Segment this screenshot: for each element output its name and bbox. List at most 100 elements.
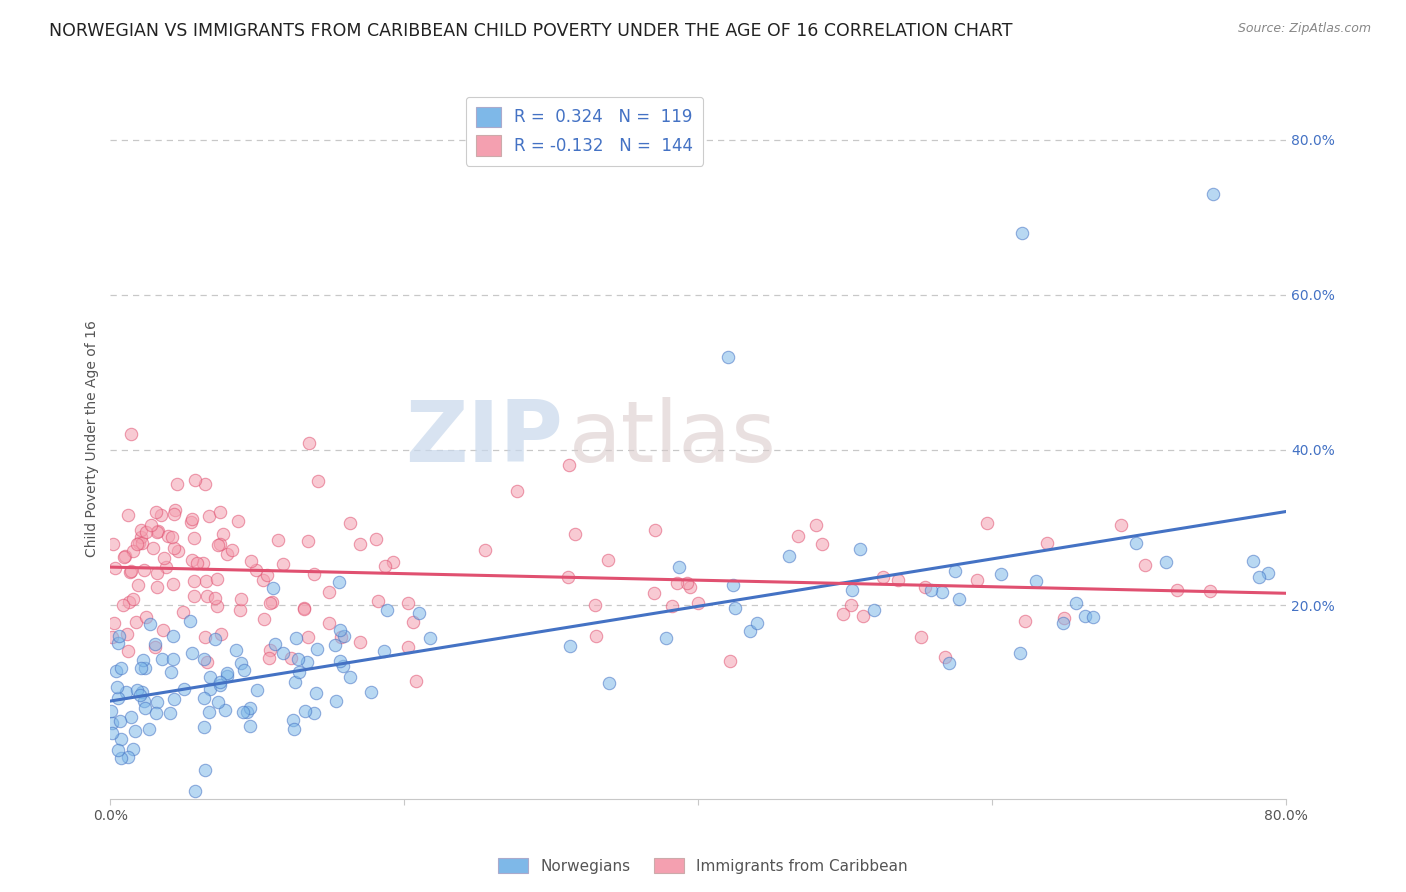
Point	[180, 646, 202, 660]
Point	[146, 695, 169, 709]
Point	[110, 714, 132, 728]
Point	[717, 350, 740, 364]
Point	[152, 623, 174, 637]
Point	[121, 591, 143, 606]
Point	[852, 609, 875, 624]
Point	[131, 684, 153, 698]
Point	[229, 602, 252, 616]
Point	[115, 627, 138, 641]
Point	[129, 523, 152, 537]
Point	[198, 682, 221, 697]
Point	[1109, 518, 1132, 533]
Text: Source: ZipAtlas.com: Source: ZipAtlas.com	[1237, 22, 1371, 36]
Point	[787, 529, 810, 543]
Point	[110, 751, 132, 765]
Point	[402, 615, 425, 630]
Point	[181, 553, 204, 567]
Point	[142, 541, 165, 556]
Point	[114, 684, 136, 698]
Point	[718, 654, 741, 668]
Point	[976, 516, 998, 530]
Point	[163, 507, 186, 521]
Point	[332, 629, 354, 643]
Point	[194, 630, 217, 644]
Legend: Norwegians, Immigrants from Caribbean: Norwegians, Immigrants from Caribbean	[492, 852, 914, 880]
Point	[283, 722, 305, 736]
Point	[931, 584, 953, 599]
Point	[318, 584, 340, 599]
Point	[208, 677, 231, 691]
Point	[360, 685, 382, 699]
Point	[259, 596, 281, 610]
Point	[215, 665, 238, 680]
Point	[558, 639, 581, 653]
Point	[129, 688, 152, 702]
Point	[139, 616, 162, 631]
Point	[262, 595, 284, 609]
Point	[134, 661, 156, 675]
Point	[100, 631, 122, 645]
Point	[172, 605, 194, 619]
Point	[349, 537, 371, 551]
Point	[686, 596, 709, 610]
Point	[129, 661, 152, 675]
Point	[257, 650, 280, 665]
Point	[266, 533, 288, 548]
Point	[934, 650, 956, 665]
Point	[162, 530, 184, 544]
Point	[148, 524, 170, 539]
Point	[143, 640, 166, 654]
Point	[1066, 596, 1088, 610]
Point	[990, 566, 1012, 581]
Point	[207, 538, 229, 552]
Point	[396, 596, 419, 610]
Point	[294, 602, 316, 616]
Point	[195, 655, 218, 669]
Point	[215, 547, 238, 561]
Point	[339, 516, 361, 530]
Point	[194, 476, 217, 491]
Point	[644, 523, 666, 537]
Point	[166, 477, 188, 491]
Point	[285, 631, 308, 645]
Point	[156, 529, 179, 543]
Point	[966, 574, 988, 588]
Point	[806, 518, 828, 533]
Point	[204, 632, 226, 646]
Point	[150, 652, 173, 666]
Point	[162, 652, 184, 666]
Point	[108, 629, 131, 643]
Point	[339, 670, 361, 684]
Point	[564, 526, 586, 541]
Point	[1241, 554, 1264, 568]
Point	[1125, 535, 1147, 549]
Point	[105, 680, 128, 694]
Y-axis label: Child Poverty Under the Age of 16: Child Poverty Under the Age of 16	[86, 320, 100, 557]
Point	[204, 591, 226, 605]
Point	[100, 704, 122, 718]
Point	[120, 427, 142, 442]
Point	[661, 599, 683, 614]
Point	[305, 686, 328, 700]
Point	[143, 637, 166, 651]
Point	[583, 598, 606, 612]
Point	[114, 549, 136, 563]
Point	[1247, 570, 1270, 584]
Point	[100, 716, 122, 731]
Point	[221, 543, 243, 558]
Point	[107, 743, 129, 757]
Point	[209, 627, 232, 641]
Point	[209, 675, 232, 690]
Point	[105, 664, 128, 678]
Point	[295, 655, 318, 669]
Point	[231, 592, 253, 607]
Point	[375, 603, 398, 617]
Point	[302, 567, 325, 582]
Point	[226, 514, 249, 528]
Point	[408, 606, 430, 620]
Point	[207, 695, 229, 709]
Point	[205, 599, 228, 614]
Point	[131, 530, 153, 544]
Point	[150, 508, 173, 522]
Point	[307, 475, 329, 489]
